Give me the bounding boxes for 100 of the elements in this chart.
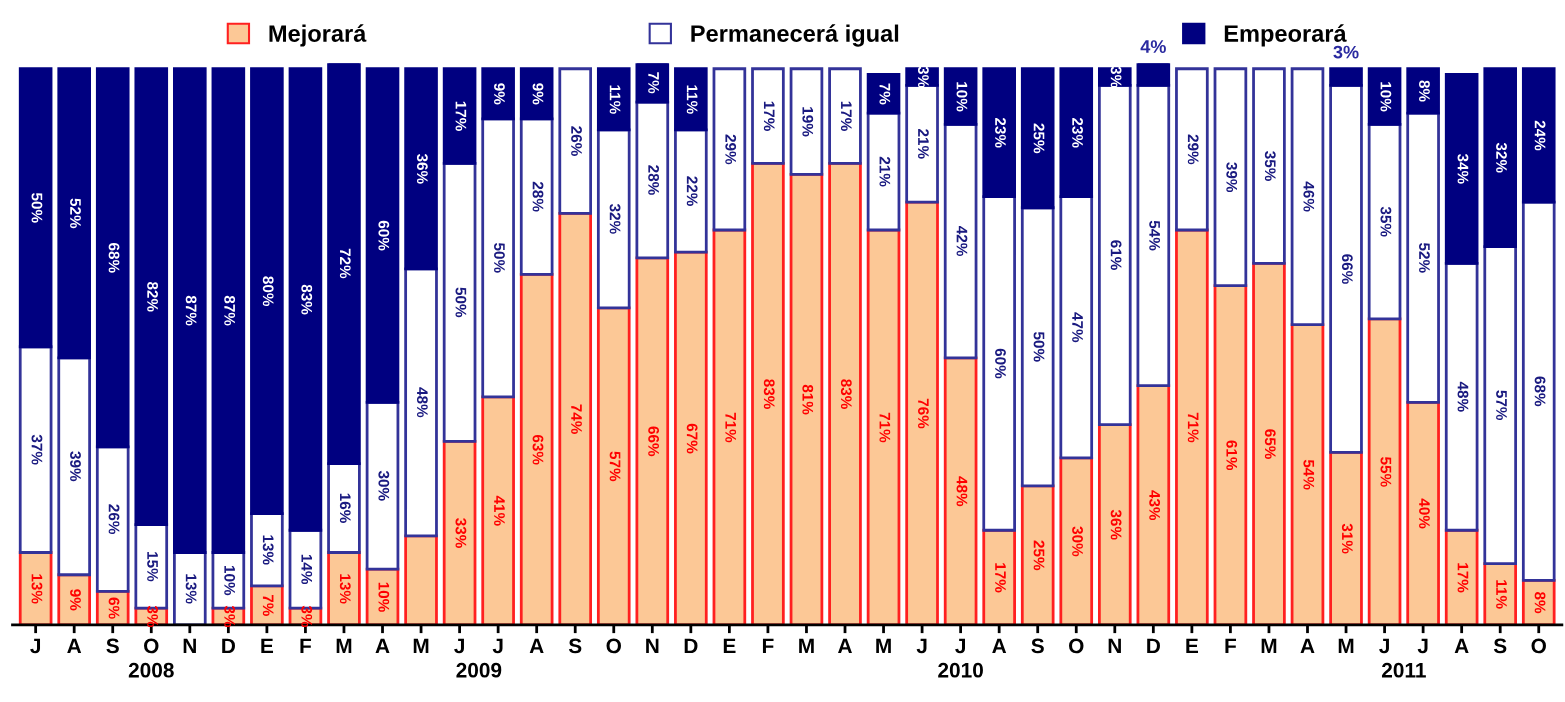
bar: [1059, 195, 1094, 460]
bar: [1521, 67, 1556, 204]
x-tick-label: E: [261, 638, 274, 654]
data-label: 13%: [31, 574, 43, 604]
bar: [173, 67, 207, 554]
data-label: 21%: [918, 129, 929, 159]
data-label: 13%: [339, 574, 351, 604]
bar: [751, 67, 785, 165]
bar: [442, 67, 477, 165]
data-label: 50%: [1033, 331, 1045, 362]
bar: [943, 356, 978, 625]
bar: [250, 67, 284, 515]
text: 2010: [938, 662, 983, 678]
bar: [674, 67, 708, 132]
x-tick-label: D: [222, 638, 235, 654]
bar: [635, 100, 670, 260]
bar: [173, 551, 207, 625]
data-label: 9%: [494, 83, 505, 105]
data-label: 57%: [1496, 390, 1507, 421]
x-tick-label: J: [454, 638, 464, 654]
data-label: 65%: [1264, 429, 1276, 459]
data-label: 17%: [455, 101, 467, 131]
bar: [404, 267, 438, 538]
data-label: 68%: [1534, 376, 1546, 407]
x-tick-label: D: [1147, 638, 1160, 654]
data-label: 10%: [224, 565, 236, 596]
data-label: 80%: [262, 276, 274, 307]
bar: [1290, 67, 1325, 326]
data-label: 30%: [378, 470, 390, 501]
data-label: 60%: [378, 220, 390, 251]
bar: [712, 228, 747, 625]
bar: [1136, 384, 1171, 625]
bar: [674, 128, 708, 254]
data-label: 24%: [1534, 120, 1546, 151]
data-label: 8%: [1419, 80, 1430, 102]
data-label: 17%: [840, 101, 852, 131]
bar: [95, 445, 130, 593]
data-label: 66%: [1341, 254, 1353, 284]
data-label: 67%: [686, 423, 698, 454]
bar: [327, 551, 361, 625]
x-tick-label: O: [144, 638, 159, 654]
legend-label: Permanecerá igual: [691, 24, 899, 47]
bar: [519, 273, 554, 625]
data-label: 3%: [1110, 66, 1122, 88]
data-label: 31%: [1341, 523, 1353, 554]
data-label: 82%: [147, 281, 158, 312]
bar: [134, 67, 169, 527]
bar: [1136, 84, 1171, 388]
data-label: 37%: [31, 434, 43, 465]
x-tick-label: J: [916, 638, 927, 654]
bar: [365, 67, 400, 404]
bar: [327, 63, 361, 465]
bar: [596, 128, 631, 310]
bar: [481, 117, 515, 399]
data-label: 17%: [995, 563, 1006, 593]
bar: [18, 345, 53, 554]
bar: [943, 67, 978, 126]
data-label: 23%: [995, 117, 1006, 148]
legend-label: Mejorará: [269, 24, 367, 47]
data-label: 50%: [31, 192, 43, 223]
data-label: 7%: [262, 594, 274, 616]
x-tick-label: J: [1417, 638, 1428, 654]
bar: [789, 173, 824, 625]
data-label: 50%: [455, 287, 467, 318]
bar: [481, 395, 515, 625]
data-label: 19%: [802, 107, 814, 137]
x-tick-label: S: [568, 638, 582, 654]
bar: [1329, 67, 1363, 87]
x-tick-label: J: [1379, 638, 1389, 654]
data-label: 43%: [1149, 490, 1161, 521]
data-label: 57%: [609, 451, 621, 482]
bar: [866, 72, 901, 115]
data-label: 32%: [1496, 142, 1507, 173]
data-label: 10%: [1380, 82, 1392, 112]
bar: [1097, 423, 1132, 625]
bar: [1483, 245, 1518, 566]
x-tick-label: D: [684, 638, 698, 654]
x-tick-label: F: [1225, 638, 1237, 654]
data-label: 4%: [1140, 40, 1166, 53]
data-label: 28%: [532, 181, 544, 212]
data-label: 17%: [763, 101, 775, 131]
data-label: 28%: [648, 165, 660, 195]
bar: [57, 67, 91, 360]
x-tick-label: M: [1338, 638, 1354, 654]
bar: [404, 534, 438, 625]
bar: [1444, 72, 1479, 265]
data-label: 54%: [1303, 459, 1315, 490]
x-tick-label: F: [300, 638, 312, 654]
x-tick-label: A: [1454, 638, 1469, 654]
x-tick-label: N: [646, 638, 659, 654]
data-label: 8%: [1534, 591, 1546, 614]
data-label: 66%: [648, 426, 660, 457]
bar: [596, 306, 631, 625]
data-label: 41%: [494, 495, 505, 526]
data-label: 46%: [1303, 181, 1315, 212]
bar: [1329, 451, 1363, 625]
data-label: 61%: [1226, 440, 1238, 471]
bar: [57, 356, 91, 577]
bar: [1136, 63, 1171, 87]
bar: [828, 67, 862, 165]
